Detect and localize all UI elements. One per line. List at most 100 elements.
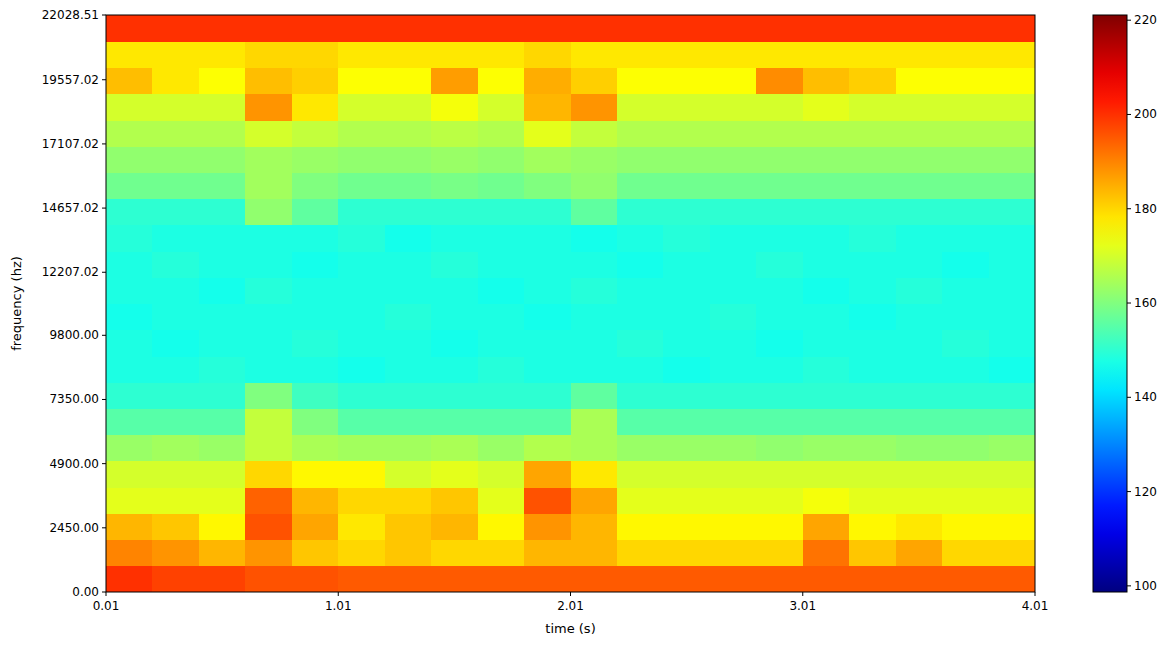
heatmap-cell: [338, 146, 385, 173]
heatmap-cell: [245, 513, 292, 540]
heatmap-cell: [385, 199, 432, 226]
heatmap-cell: [245, 67, 292, 94]
heatmap-cell: [710, 94, 757, 121]
heatmap-cell: [478, 146, 525, 173]
heatmap-cell: [756, 330, 803, 357]
heatmap-cell: [385, 330, 432, 357]
y-tick-label: 19557.02: [42, 73, 99, 87]
heatmap-cell: [338, 41, 385, 68]
heatmap-cell: [617, 435, 664, 462]
heatmap-cell: [431, 330, 478, 357]
heatmap-cell: [710, 120, 757, 147]
heatmap-cell: [152, 172, 199, 199]
colorbar-tick-label: 120: [1134, 485, 1157, 499]
heatmap-cell: [756, 172, 803, 199]
heatmap-cell: [942, 225, 989, 252]
heatmap-cell: [803, 566, 850, 592]
heatmap-cell: [524, 356, 571, 383]
heatmap-cell: [803, 277, 850, 304]
heatmap-cell: [524, 461, 571, 488]
heatmap-cell: [942, 172, 989, 199]
heatmap-cell: [617, 120, 664, 147]
heatmap-cell: [199, 382, 246, 409]
heatmap-cell: [663, 199, 710, 226]
heatmap-cell: [989, 330, 1035, 357]
heatmap-cell: [710, 304, 757, 331]
heatmap-cell: [292, 251, 339, 278]
heatmap-cell: [431, 435, 478, 462]
heatmap-cell: [663, 304, 710, 331]
heatmap-cell: [199, 277, 246, 304]
heatmap-cell: [896, 15, 943, 42]
heatmap-cell: [245, 461, 292, 488]
heatmap-cell: [431, 172, 478, 199]
heatmap-cell: [710, 356, 757, 383]
heatmap-cell: [942, 304, 989, 331]
heatmap-cell: [803, 435, 850, 462]
heatmap-cell: [292, 566, 339, 592]
heatmap-cell: [152, 382, 199, 409]
heatmap-cell: [106, 487, 153, 514]
heatmap-cell: [942, 487, 989, 514]
heatmap-cell: [803, 199, 850, 226]
heatmap-cell: [245, 41, 292, 68]
colorbar-tick-label: 140: [1134, 390, 1157, 404]
y-tick: [102, 592, 106, 593]
heatmap-cell: [292, 67, 339, 94]
heatmap-cell: [617, 199, 664, 226]
heatmap-cell: [478, 199, 525, 226]
heatmap-cell: [896, 199, 943, 226]
heatmap-cell: [152, 251, 199, 278]
heatmap-cell: [292, 330, 339, 357]
y-tick: [102, 335, 106, 336]
heatmap-cell: [152, 120, 199, 147]
heatmap-cell: [663, 461, 710, 488]
heatmap-cell: [896, 566, 943, 592]
heatmap-cell: [803, 487, 850, 514]
heatmap-cell: [942, 461, 989, 488]
heatmap-cell: [896, 513, 943, 540]
heatmap-cell: [942, 146, 989, 173]
heatmap-cell: [756, 382, 803, 409]
heatmap-cell: [617, 172, 664, 199]
x-tick: [570, 592, 571, 596]
heatmap-cell: [478, 225, 525, 252]
heatmap-cell: [478, 41, 525, 68]
heatmap-cell: [245, 408, 292, 435]
heatmap-cell: [199, 356, 246, 383]
heatmap-cell: [989, 67, 1035, 94]
heatmap-cell: [571, 199, 618, 226]
heatmap-cell: [989, 251, 1035, 278]
heatmap-cell: [199, 225, 246, 252]
heatmap-cell: [292, 172, 339, 199]
heatmap-cell: [292, 435, 339, 462]
heatmap-cell: [338, 330, 385, 357]
heatmap-cell: [571, 120, 618, 147]
heatmap-cell: [245, 251, 292, 278]
heatmap-cell: [152, 540, 199, 567]
heatmap-cell: [989, 199, 1035, 226]
heatmap-cell: [942, 408, 989, 435]
heatmap-cell: [431, 356, 478, 383]
heatmap-cell: [571, 304, 618, 331]
heatmap-cell: [245, 94, 292, 121]
heatmap-cell: [338, 566, 385, 592]
heatmap-cell: [524, 251, 571, 278]
colorbar-tick-label: 180: [1134, 202, 1157, 216]
heatmap-cell: [942, 94, 989, 121]
heatmap-cell: [756, 146, 803, 173]
heatmap-cell: [245, 435, 292, 462]
heatmap-cell: [849, 304, 896, 331]
heatmap-cell: [849, 172, 896, 199]
heatmap-cell: [152, 566, 199, 592]
heatmap-cell: [106, 408, 153, 435]
heatmap-cell: [849, 540, 896, 567]
heatmap-cell: [617, 356, 664, 383]
heatmap-cell: [152, 199, 199, 226]
y-tick-label: 2450.00: [49, 521, 99, 535]
heatmap-cell: [431, 382, 478, 409]
heatmap-cell: [571, 408, 618, 435]
heatmap-cell: [524, 566, 571, 592]
heatmap-cell: [245, 172, 292, 199]
colorbar-tick: [1127, 585, 1131, 586]
